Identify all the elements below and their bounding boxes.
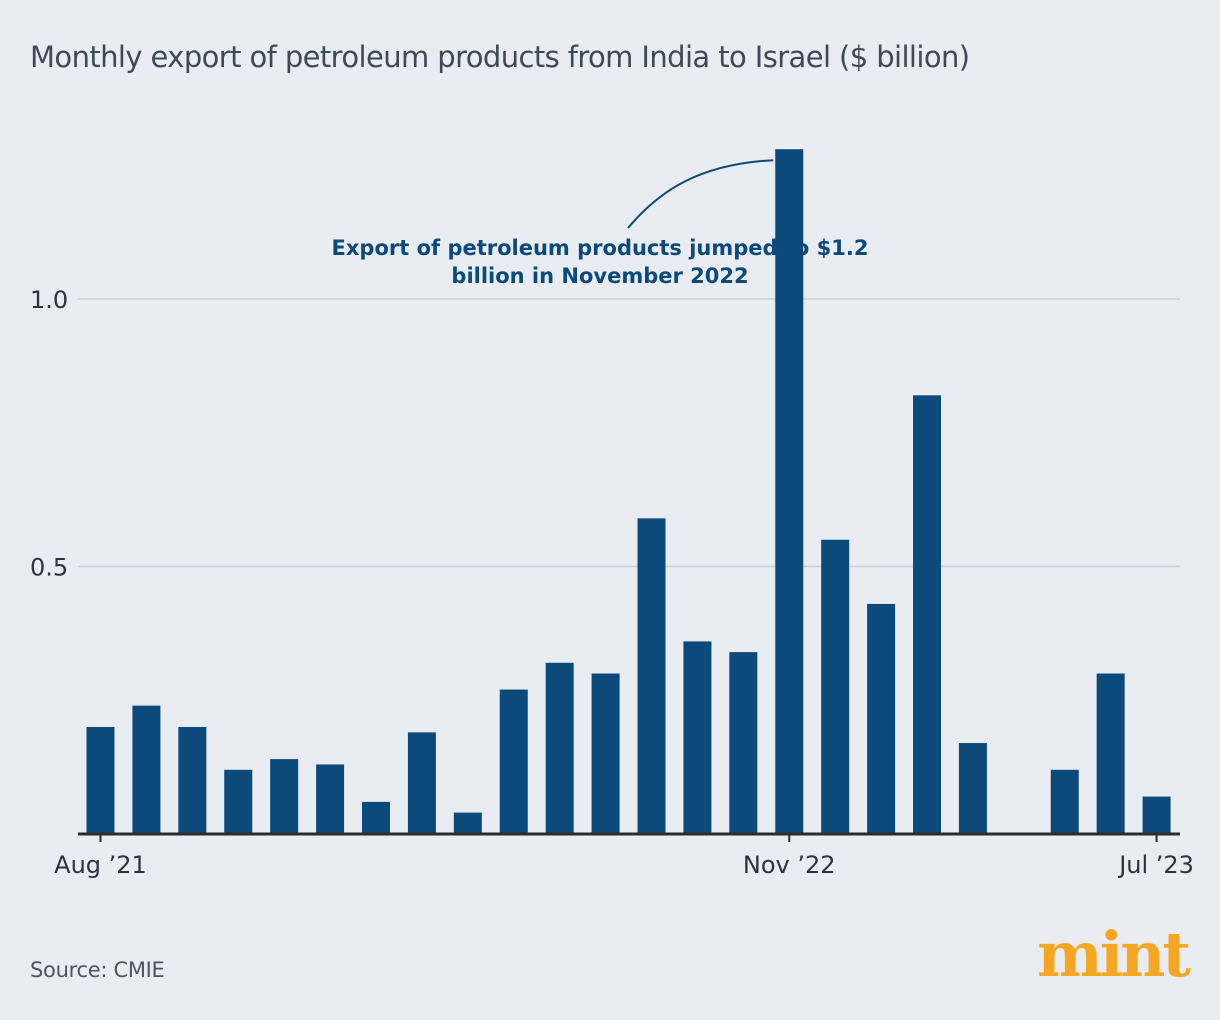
bar — [453, 812, 482, 834]
bar-chart: 0.5 1.0 Export of petroleum products jump… — [30, 149, 1194, 879]
x-tick-label: Nov ’22 — [743, 851, 836, 879]
bar — [729, 652, 758, 834]
bar — [591, 673, 620, 834]
axes: Aug ’21 Nov ’22 Jul ’23 — [54, 832, 1194, 879]
bar — [316, 764, 345, 834]
gridlines: 0.5 1.0 — [30, 286, 1180, 582]
bar — [224, 769, 253, 834]
source-note: Source: CMIE — [30, 958, 165, 982]
bar — [545, 662, 574, 834]
bar — [1142, 796, 1171, 834]
bar — [499, 689, 528, 834]
bar — [1050, 769, 1079, 834]
y-tick-label: 1.0 — [30, 286, 68, 314]
bar — [958, 743, 987, 834]
bar — [132, 705, 161, 834]
y-tick-label: 0.5 — [30, 554, 68, 582]
chart-title: Monthly export of petroleum products fro… — [30, 40, 970, 74]
mint-logo: mint — [1037, 918, 1191, 991]
bar — [821, 539, 850, 834]
x-tick-label: Jul ’23 — [1117, 851, 1194, 879]
bar — [1096, 673, 1125, 834]
annotation-line: Export of petroleum products jumped to $… — [332, 236, 869, 260]
bar — [362, 801, 390, 834]
bar — [913, 395, 941, 834]
bar — [683, 641, 712, 834]
bar — [270, 759, 299, 834]
annotation-text: Export of petroleum products jumped to $… — [332, 236, 869, 288]
bar — [407, 732, 436, 834]
bar — [86, 727, 115, 834]
annotation-leader-line — [627, 159, 774, 229]
bar — [178, 727, 207, 834]
bar — [867, 603, 896, 834]
annotation: Export of petroleum products jumped to $… — [332, 159, 869, 288]
bar — [637, 518, 666, 834]
bar — [775, 149, 804, 834]
x-tick-label: Aug ’21 — [54, 851, 147, 879]
annotation-line: billion in November 2022 — [451, 264, 748, 288]
bars — [86, 149, 1171, 834]
